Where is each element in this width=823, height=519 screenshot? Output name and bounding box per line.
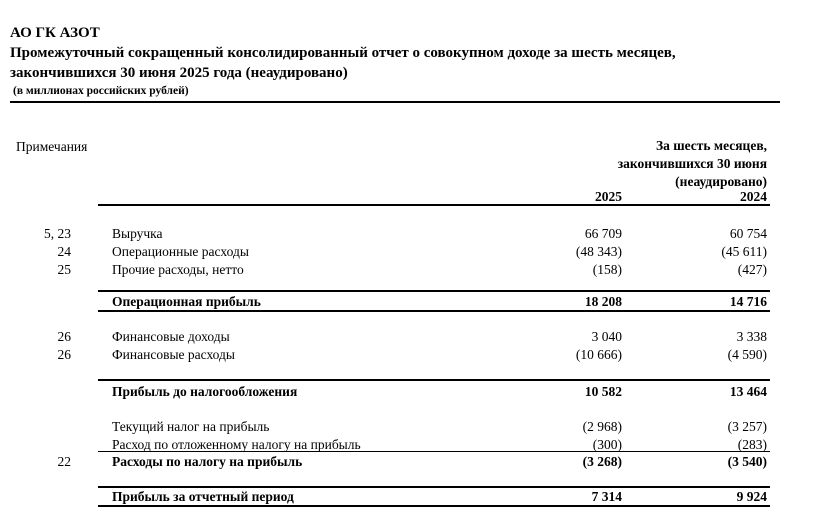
row-label: Операционная прибыль (112, 294, 261, 309)
row-label: Финансовые расходы (112, 347, 235, 362)
value-2024: (427) (737, 262, 767, 277)
table-row-revenue: 5, 23 Выручка 66 709 60 754 (0, 226, 823, 244)
value-2024: 14 716 (729, 294, 767, 309)
value-2025: (10 666) (575, 347, 622, 362)
net-profit-top-rule (98, 486, 770, 488)
value-2025: (48 343) (575, 244, 622, 259)
value-2025: 66 709 (584, 226, 622, 241)
operating-profit-bottom-rule (98, 310, 770, 312)
value-2025: 18 208 (584, 294, 622, 309)
value-2024: (45 611) (721, 244, 767, 259)
value-2024: 3 338 (736, 329, 767, 344)
year-2024-header: 2024 (740, 189, 767, 204)
note-ref: 24 (57, 244, 72, 259)
table-row-operating-profit: Операционная прибыль 18 208 14 716 (0, 294, 823, 312)
row-label: Прочие расходы, нетто (112, 262, 244, 277)
statement-title-line2: закончившихся 30 июня 2025 года (неаудир… (10, 65, 348, 81)
row-label: Прибыль за отчетный период (112, 489, 294, 504)
note-ref: 26 (57, 347, 72, 362)
net-profit-bottom-rule (98, 505, 770, 507)
value-2025: (300) (592, 437, 622, 452)
table-row-profit-before-tax: Прибыль до налогообложения 10 582 13 464 (0, 384, 823, 402)
period-header-line2: закончившихся 30 июня (617, 156, 767, 171)
profit-before-tax-rule (98, 379, 770, 381)
value-2024: (3 540) (727, 454, 767, 469)
row-label: Расходы по налогу на прибыль (112, 454, 303, 469)
period-header-line1: За шесть месяцев, (655, 138, 767, 153)
operating-profit-top-rule (98, 290, 770, 292)
header-rule (10, 101, 780, 103)
notes-column-header: Примечания (16, 139, 88, 154)
row-label: Финансовые доходы (112, 329, 230, 344)
period-column-header: За шесть месяцев, закончившихся 30 июня … (440, 137, 767, 191)
table-row-deferred-income-tax: Расход по отложенному налогу на прибыль … (0, 437, 823, 455)
table-row-other-expenses: 25 Прочие расходы, нетто (158) (427) (0, 262, 823, 280)
table-row-finance-costs: 26 Финансовые расходы (10 666) (4 590) (0, 347, 823, 365)
row-label: Текущий налог на прибыль (112, 419, 270, 434)
table-row-profit-for-period: Прибыль за отчетный период 7 314 9 924 (0, 489, 823, 507)
row-label: Расход по отложенному налогу на прибыль (112, 437, 361, 452)
company-name: АО ГК АЗОТ (10, 25, 100, 41)
value-2024: (283) (737, 437, 767, 452)
value-2025: 10 582 (584, 384, 622, 399)
table-row-current-income-tax: Текущий налог на прибыль (2 968) (3 257) (0, 419, 823, 437)
statement-title-line1: Промежуточный сокращенный консолидирован… (10, 45, 676, 61)
row-label: Операционные расходы (112, 244, 249, 259)
table-row-finance-income: 26 Финансовые доходы 3 040 3 338 (0, 329, 823, 347)
value-2024: 13 464 (729, 384, 767, 399)
period-header-line3: (неаудировано) (675, 174, 767, 189)
value-2025: 7 314 (591, 489, 622, 504)
value-2025: 3 040 (591, 329, 622, 344)
value-2025: (3 268) (582, 454, 622, 469)
column-header-rule (98, 204, 770, 206)
value-2024: 9 924 (736, 489, 767, 504)
row-label: Прибыль до налогообложения (112, 384, 298, 399)
table-row-operating-expenses: 24 Операционные расходы (48 343) (45 611… (0, 244, 823, 262)
note-ref: 22 (57, 454, 72, 469)
value-2025: (2 968) (582, 419, 622, 434)
row-label: Выручка (112, 226, 163, 241)
units-note: (в миллионах российских рублей) (13, 85, 189, 97)
table-row-income-tax-expense: 22 Расходы по налогу на прибыль (3 268) … (0, 454, 823, 472)
note-ref: 26 (57, 329, 72, 344)
value-2024: (4 590) (727, 347, 767, 362)
value-2024: 60 754 (729, 226, 767, 241)
note-ref: 5, 23 (44, 226, 71, 241)
income-tax-subtotal-rule (98, 451, 770, 452)
value-2024: (3 257) (727, 419, 767, 434)
value-2025: (158) (592, 262, 622, 277)
year-2025-header: 2025 (595, 189, 622, 204)
note-ref: 25 (57, 262, 72, 277)
